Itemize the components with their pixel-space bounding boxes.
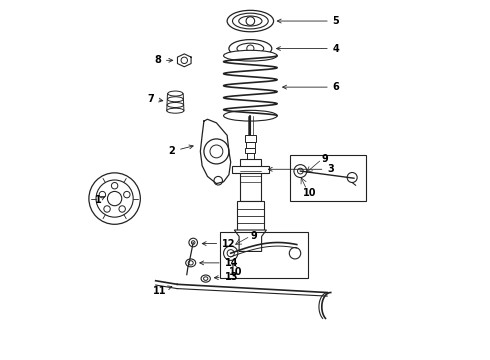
Text: 12: 12: [202, 239, 236, 249]
Text: 10: 10: [302, 188, 316, 198]
Bar: [290, 155, 367, 202]
Text: 9: 9: [250, 231, 257, 241]
Text: 8: 8: [154, 55, 172, 65]
Polygon shape: [246, 143, 255, 148]
Ellipse shape: [223, 50, 277, 61]
Text: 11: 11: [152, 286, 172, 296]
Ellipse shape: [201, 275, 210, 282]
Text: 14: 14: [200, 258, 238, 268]
Text: 1: 1: [95, 195, 105, 204]
Ellipse shape: [223, 111, 277, 121]
Text: 2: 2: [169, 145, 193, 157]
Text: 5: 5: [277, 16, 340, 26]
Circle shape: [223, 246, 238, 260]
Text: 10: 10: [229, 267, 243, 277]
Polygon shape: [245, 135, 256, 143]
Circle shape: [189, 238, 197, 247]
Text: 4: 4: [276, 44, 340, 54]
Circle shape: [294, 165, 307, 177]
Polygon shape: [234, 230, 267, 251]
Polygon shape: [247, 153, 254, 159]
Polygon shape: [240, 159, 261, 202]
Text: 9: 9: [322, 154, 329, 164]
Text: 3: 3: [269, 164, 334, 174]
Text: 13: 13: [215, 272, 238, 282]
Ellipse shape: [186, 259, 196, 267]
Text: 6: 6: [283, 82, 340, 92]
Bar: [220, 232, 308, 278]
Polygon shape: [232, 166, 269, 173]
Polygon shape: [245, 148, 255, 153]
Text: 7: 7: [147, 94, 163, 104]
Polygon shape: [237, 202, 264, 230]
